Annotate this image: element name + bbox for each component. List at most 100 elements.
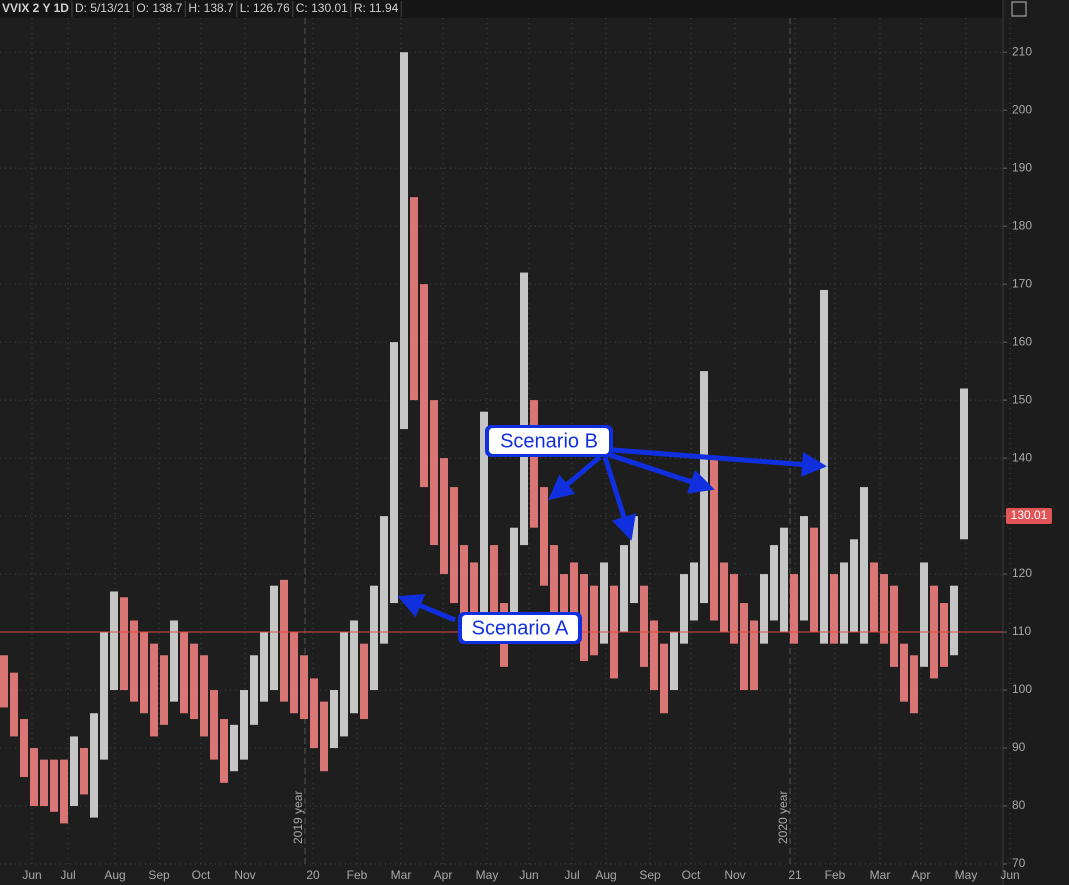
x-tick-label: Nov	[234, 868, 255, 882]
range-bar	[430, 400, 438, 546]
range-bar	[260, 632, 268, 702]
x-tick-label: Oct	[192, 868, 211, 882]
range-bar	[100, 632, 108, 760]
range-bar	[330, 690, 338, 749]
range-bar	[510, 527, 518, 633]
range-bar	[900, 643, 908, 702]
annotation-a: Scenario A	[458, 612, 582, 644]
y-tick-label: 160	[1012, 334, 1032, 348]
range-bar	[770, 545, 778, 621]
year-marker-label: 2020 year	[776, 791, 790, 844]
range-bar	[470, 562, 478, 633]
range-bar	[380, 516, 388, 644]
range-bar	[250, 655, 258, 725]
range-bar	[870, 562, 878, 633]
x-tick-label: Sep	[639, 868, 661, 882]
x-tick-label: Jun	[519, 868, 538, 882]
y-tick-label: 110	[1012, 624, 1031, 638]
range-bar	[450, 487, 458, 604]
x-tick-label: Apr	[912, 868, 931, 882]
range-bar	[630, 516, 638, 604]
x-tick-label: Aug	[595, 868, 616, 882]
x-tick-label: Mar	[870, 868, 891, 882]
range-bar	[160, 655, 168, 725]
range-bar	[410, 197, 418, 401]
range-bar	[230, 724, 238, 772]
range-bar	[490, 545, 498, 644]
range-bar	[270, 585, 278, 691]
range-bar	[190, 643, 198, 720]
range-bar	[710, 458, 718, 621]
range-bar	[90, 713, 98, 818]
range-bar	[920, 562, 928, 667]
range-bar	[670, 632, 678, 691]
range-bar	[20, 719, 28, 778]
range-bar	[540, 487, 548, 586]
y-tick-label: 190	[1012, 160, 1032, 174]
x-tick-label: May	[955, 868, 978, 882]
range-bar	[880, 574, 888, 644]
y-tick-label: 90	[1012, 740, 1026, 754]
range-bar	[550, 545, 558, 621]
range-bar	[300, 655, 308, 720]
range-bar	[420, 284, 428, 488]
range-bar	[720, 562, 728, 633]
annotation-b: Scenario B	[485, 425, 613, 457]
range-bar	[340, 632, 348, 737]
range-bar	[350, 620, 358, 714]
header-field: L: 126.76	[240, 1, 290, 15]
range-bar	[80, 748, 88, 795]
y-tick-label: 70	[1012, 856, 1026, 870]
range-bar	[50, 759, 58, 812]
range-bar	[750, 620, 758, 691]
x-tick-label: Apr	[434, 868, 453, 882]
y-tick-label: 150	[1012, 392, 1032, 406]
range-bar	[480, 411, 488, 621]
range-bar	[600, 562, 608, 644]
arrow	[609, 452, 715, 494]
range-bar	[690, 562, 698, 621]
range-bar	[0, 655, 8, 708]
x-tick-label: Jun	[1000, 868, 1019, 882]
annotation-text: Scenario B	[500, 430, 598, 452]
x-tick-label: Sep	[148, 868, 170, 882]
y-tick-label: 80	[1012, 798, 1026, 812]
y-tick-label: 180	[1012, 218, 1032, 232]
y-tick-label: 140	[1012, 450, 1032, 464]
y-tick-label: 200	[1012, 102, 1032, 116]
range-bar	[850, 539, 858, 633]
arrow	[602, 456, 636, 541]
header-field: VVIX 2 Y 1D	[2, 1, 69, 15]
range-bar	[580, 574, 588, 662]
x-tick-label: Aug	[104, 868, 125, 882]
x-tick-label: 20	[306, 868, 320, 882]
range-bar	[590, 585, 598, 656]
range-bar	[10, 672, 18, 737]
range-bar	[950, 585, 958, 656]
range-bar	[570, 562, 578, 644]
header-field: O: 138.7	[136, 1, 182, 15]
range-bar	[290, 632, 298, 714]
last-price-tag	[1006, 508, 1052, 525]
x-tick-label: Nov	[724, 868, 745, 882]
header-field: D: 5/13/21	[75, 1, 131, 15]
x-tick-label: Jul	[564, 868, 579, 882]
header: VVIX 2 Y 1D D: 5/13/21 O: 138.7 H: 138.7 L: …	[2, 1, 402, 17]
range-bar	[760, 574, 768, 644]
range-bar	[370, 585, 378, 691]
range-bar	[130, 620, 138, 702]
range-bar	[360, 643, 368, 720]
range-bar	[730, 574, 738, 644]
range-bar	[140, 632, 148, 714]
range-bar	[640, 585, 648, 667]
y-tick-label: 120	[1012, 566, 1032, 580]
range-bar	[840, 562, 848, 644]
x-tick-label: Mar	[391, 868, 412, 882]
annotation-box-inner	[489, 428, 609, 454]
range-bar	[960, 388, 968, 540]
range-bar	[40, 759, 48, 807]
x-tick-label: Feb	[825, 868, 846, 882]
x-tick-label: Oct	[682, 868, 701, 882]
